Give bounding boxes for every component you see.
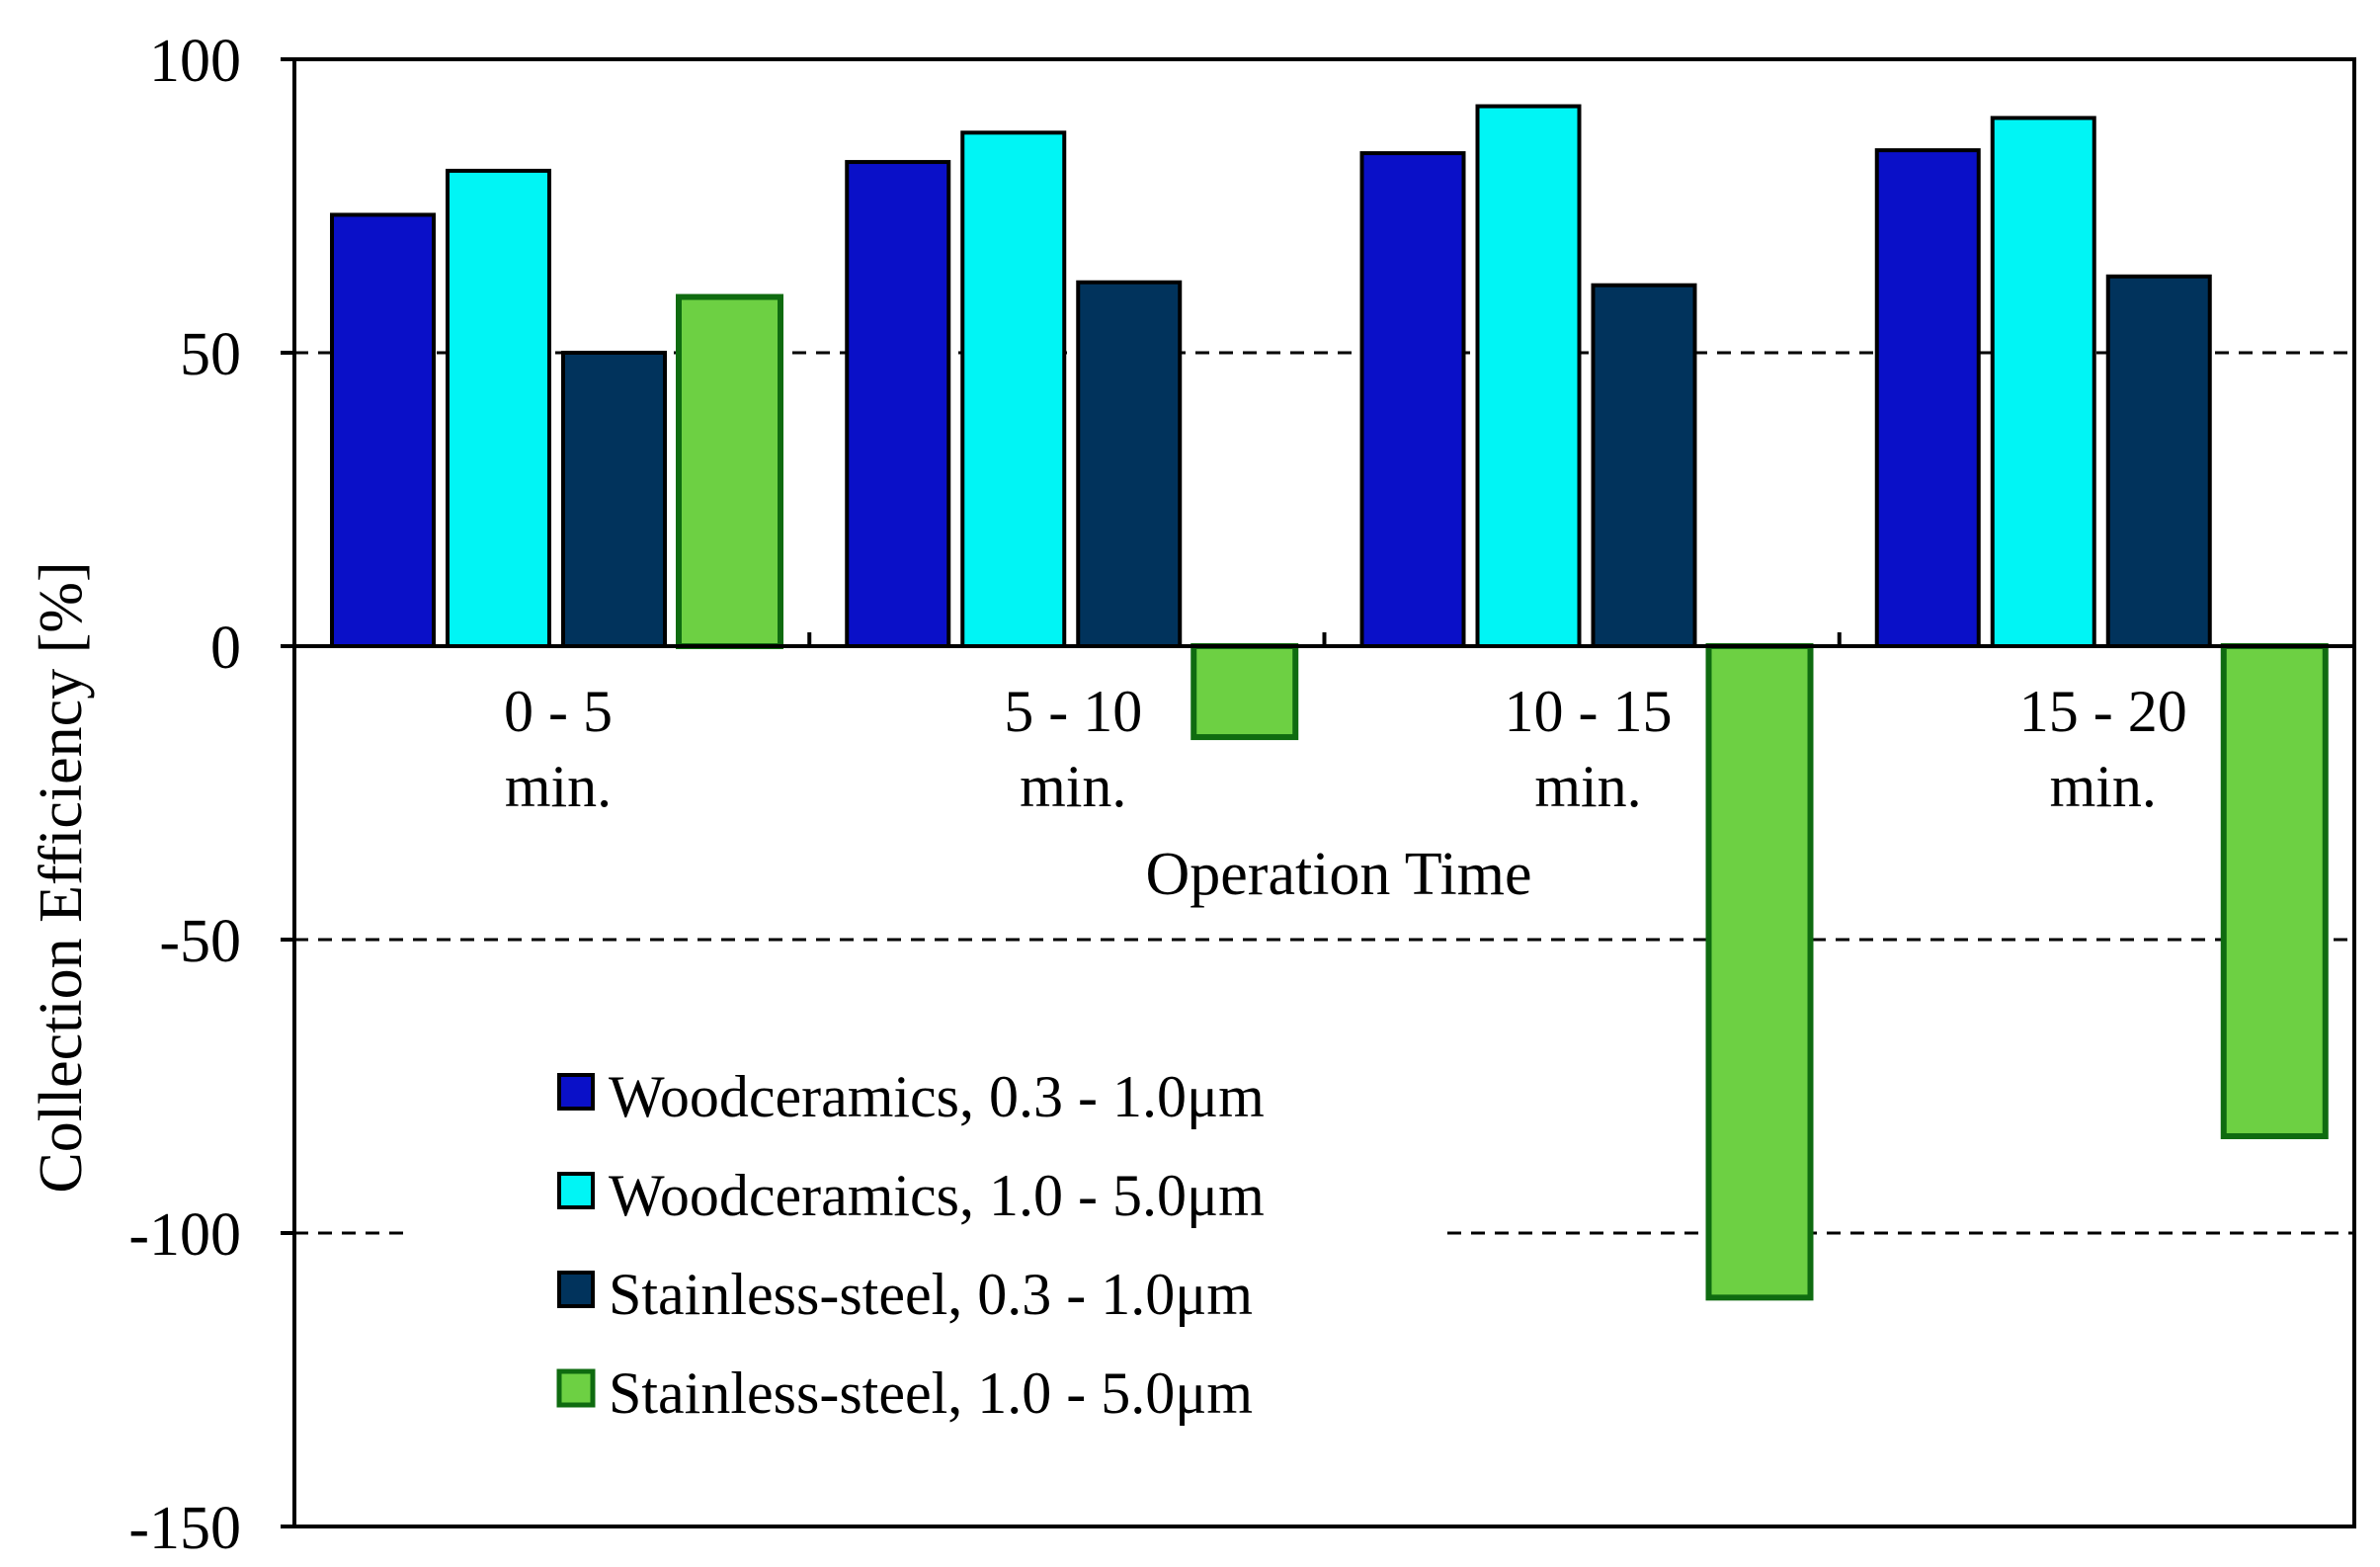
legend-swatch-0 <box>557 1073 595 1111</box>
bar-s1-c3 <box>1990 116 2096 648</box>
y-tick-label: 100 <box>149 28 241 95</box>
bar-s3-c1 <box>1190 643 1299 741</box>
bar-s3-c2 <box>1705 643 1814 1301</box>
y-tick-label: -50 <box>159 908 241 975</box>
x-category-label: min. <box>505 754 612 819</box>
labels: 100 50 0 -50 -100 -150 0 - 5 min. 5 - 10 min. 10 -… <box>28 28 2187 1562</box>
bar-s2-c3 <box>2105 274 2212 648</box>
x-category-label: 10 - 15 <box>1505 679 1673 744</box>
bars <box>330 104 2329 1301</box>
legend-label-0: Woodceramics, 0.3 - 1.0μm <box>609 1064 1265 1129</box>
legend-label-2: Stainless-steel, 0.3 - 1.0μm <box>609 1262 1253 1327</box>
legend: Woodceramics, 0.3 - 1.0μm Woodceramics, 1… <box>556 1064 1265 1426</box>
bar-s1-c1 <box>960 130 1067 648</box>
x-category-label: 5 - 10 <box>1004 679 1142 744</box>
y-axis-title: Collection Efficiency [%] <box>28 561 95 1193</box>
bar-s0-c2 <box>1359 151 1466 648</box>
bar-s2-c0 <box>561 351 667 648</box>
x-axis-title: Operation Time <box>1146 841 1532 908</box>
legend-swatch-2 <box>557 1271 595 1308</box>
y-tick-label: 0 <box>210 615 241 682</box>
axes <box>281 57 2356 1528</box>
bar-s1-c0 <box>446 168 551 649</box>
bar-s3-c0 <box>676 293 783 649</box>
bar-s1-c2 <box>1475 104 1582 648</box>
bar-s0-c0 <box>330 212 436 648</box>
legend-swatch-3 <box>556 1368 596 1408</box>
y-tick-label: -150 <box>128 1495 241 1562</box>
x-category-label: min. <box>1020 754 1126 819</box>
x-category-label: 0 - 5 <box>504 679 613 744</box>
legend-label-3: Stainless-steel, 1.0 - 5.0μm <box>609 1361 1253 1426</box>
y-tick-label: 50 <box>180 321 241 388</box>
legend-swatch-1 <box>557 1172 595 1209</box>
y-tick-label: -100 <box>128 1201 241 1269</box>
bar-s2-c2 <box>1591 283 1697 648</box>
plot-frame <box>292 57 2356 1528</box>
bar-s2-c1 <box>1076 280 1183 648</box>
bar-s0-c1 <box>845 159 951 648</box>
bar-s0-c3 <box>1874 148 1981 648</box>
x-category-label: 15 - 20 <box>2019 679 2187 744</box>
bar-s3-c3 <box>2220 643 2329 1139</box>
x-category-label: min. <box>2050 754 2157 819</box>
legend-label-1: Woodceramics, 1.0 - 5.0μm <box>609 1163 1265 1228</box>
x-category-label: min. <box>1534 754 1641 819</box>
